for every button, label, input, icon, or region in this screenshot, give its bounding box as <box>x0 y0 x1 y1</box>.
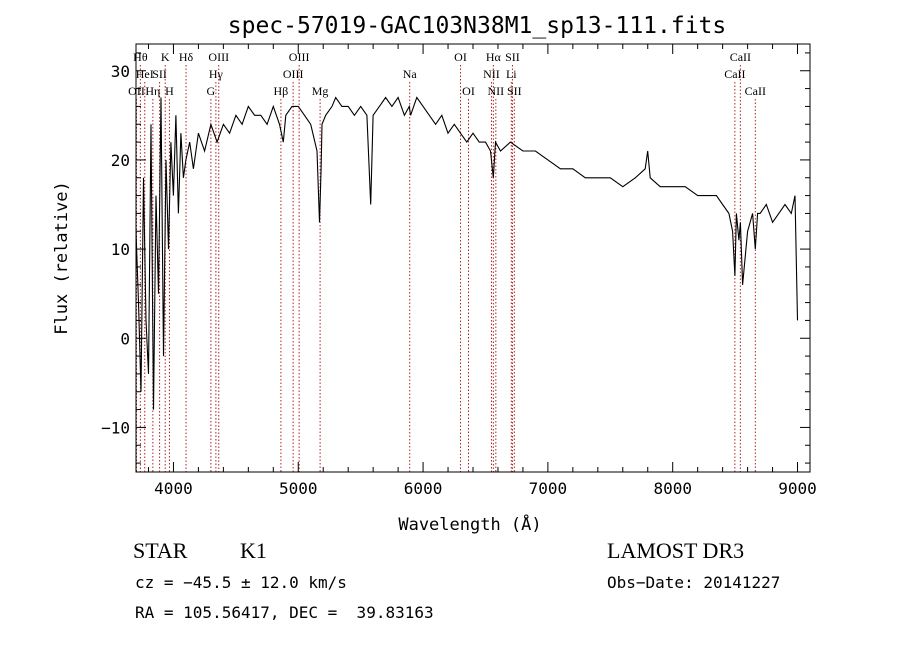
line-label: SII <box>507 84 522 98</box>
x-tick-label: 9000 <box>778 479 817 498</box>
line-label: H <box>165 84 174 98</box>
line-label: OIII <box>289 50 310 64</box>
x-tick-label: 6000 <box>404 479 443 498</box>
line-label: HeI <box>136 67 154 81</box>
line-label: OI <box>454 50 467 64</box>
line-label: G <box>207 84 216 98</box>
x-tick-label: 5000 <box>279 479 318 498</box>
line-label: SII <box>505 50 520 64</box>
line-label: Hα <box>486 50 502 64</box>
y-tick-label: 30 <box>111 62 130 81</box>
line-label: CaII <box>745 84 766 98</box>
line-label: OIII <box>283 67 304 81</box>
line-label: CaII <box>724 67 745 81</box>
line-label: Hβ <box>274 84 289 98</box>
y-tick-label: 0 <box>120 329 130 348</box>
line-label: OIII <box>208 50 229 64</box>
spectral-line-labels: OII Hθ HeI Hη SII K H Hδ G Hγ OIII Hβ OIII OIII Mg Na OI… <box>128 50 766 98</box>
y-axis-label: Flux (relative) <box>52 181 72 335</box>
line-label: CaII <box>730 50 751 64</box>
line-label: Li <box>506 67 517 81</box>
line-label: Mg <box>312 84 329 98</box>
object-subclass: K1 <box>240 538 267 563</box>
line-label: K <box>161 50 170 64</box>
y-axis-ticks: −10 0 10 20 30 <box>101 52 810 464</box>
x-tick-label: 8000 <box>653 479 692 498</box>
line-label: Hδ <box>179 50 194 64</box>
ra-dec-coordinates: RA = 105.56417, DEC = 39.83163 <box>135 603 434 622</box>
chart-title: spec-57019-GAC103N38M1_sp13-111.fits <box>228 13 727 39</box>
line-label: OI <box>462 84 475 98</box>
y-tick-label: 20 <box>111 151 130 170</box>
line-label: OII <box>128 84 145 98</box>
object-class: STAR <box>133 538 188 563</box>
x-tick-label: 4000 <box>154 479 193 498</box>
line-label: Hθ <box>133 50 148 64</box>
line-label: NII <box>488 84 505 98</box>
line-label: Hη <box>145 84 160 98</box>
spectrum-line <box>135 96 799 410</box>
line-label: SII <box>152 67 167 81</box>
line-label: Hγ <box>209 67 224 81</box>
x-axis-ticks: 4000 5000 6000 7000 8000 9000 <box>147 44 817 498</box>
redshift-cz: cz = −45.5 ± 12.0 km/s <box>135 573 347 592</box>
line-label: NII <box>483 67 500 81</box>
x-axis-label: Wavelength (Å) <box>398 513 541 535</box>
x-tick-label: 7000 <box>529 479 568 498</box>
observation-date: Obs−Date: 20141227 <box>607 573 781 592</box>
plot-frame <box>135 43 811 473</box>
line-label: Na <box>403 67 418 81</box>
y-tick-label: 10 <box>111 240 130 259</box>
survey-name: LAMOST DR3 <box>607 538 745 563</box>
y-tick-label: −10 <box>101 418 130 437</box>
